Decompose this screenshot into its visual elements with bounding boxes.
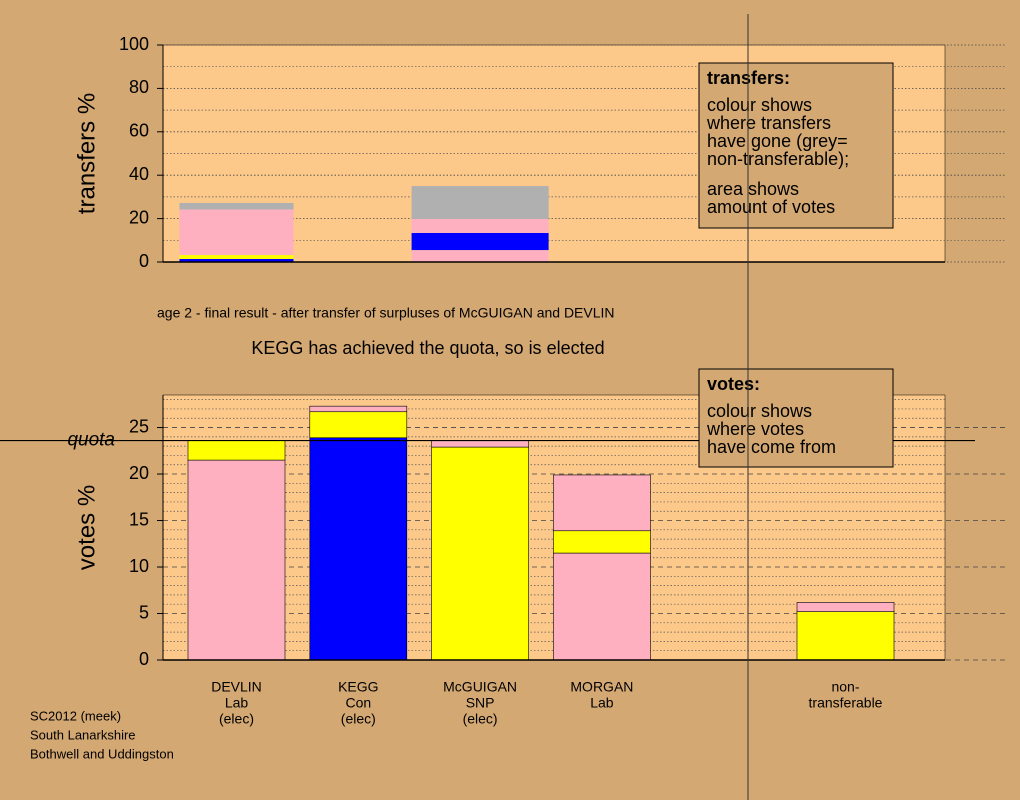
bar-segment xyxy=(553,474,651,532)
bar-segment xyxy=(309,411,408,439)
legend-box xyxy=(698,368,894,468)
legend-text: non-transferable); xyxy=(707,149,849,169)
bar-segment xyxy=(309,437,408,661)
y-tick-label: 60 xyxy=(129,121,149,141)
bar-segment xyxy=(309,405,408,413)
x-tick-label: Lab xyxy=(590,695,614,711)
y-tick-label: 15 xyxy=(129,509,149,529)
x-tick-label: transferable xyxy=(809,695,883,711)
bar-segment xyxy=(179,202,294,210)
bar-segment xyxy=(411,186,549,220)
x-tick-label: (elec) xyxy=(219,711,254,727)
bar-segment xyxy=(187,440,286,461)
x-tick-label: (elec) xyxy=(463,711,498,727)
bar-segment xyxy=(187,459,286,661)
bar-segment xyxy=(431,440,529,448)
legend-title: transfers: xyxy=(707,68,790,88)
x-tick-label: MORGAN xyxy=(570,679,633,695)
bar-segment xyxy=(796,602,895,612)
x-tick-label: Con xyxy=(345,695,371,711)
legend-text: colour shows xyxy=(707,95,812,115)
bar-segment xyxy=(411,232,549,251)
footer-line: SC2012 (meek) xyxy=(30,708,121,723)
x-tick-label: Lab xyxy=(225,695,249,711)
y-tick-label: 20 xyxy=(129,207,149,227)
bar-segment xyxy=(411,219,549,233)
stage-text: age 2 - final result - after transfer of… xyxy=(157,305,615,321)
y-tick-label: 0 xyxy=(139,649,149,669)
bar-segment xyxy=(411,250,549,262)
x-tick-label: non- xyxy=(831,679,859,695)
bar-segment xyxy=(179,209,294,256)
legend-title: votes: xyxy=(707,374,760,394)
legend-text: where votes xyxy=(706,419,804,439)
y-tick-label: 5 xyxy=(139,602,149,622)
y-axis-label: transfers % xyxy=(73,93,100,214)
legend-text: where transfers xyxy=(706,113,831,133)
y-tick-label: 25 xyxy=(129,416,149,436)
y-tick-label: 40 xyxy=(129,164,149,184)
x-tick-label: DEVLIN xyxy=(211,679,262,695)
y-axis-label: votes % xyxy=(73,485,100,570)
bar-segment xyxy=(796,611,895,661)
footer-line: South Lanarkshire xyxy=(30,727,136,742)
bar-segment xyxy=(431,446,529,661)
quota-label: quota xyxy=(67,430,115,451)
y-tick-label: 80 xyxy=(129,77,149,97)
legend-text: have gone (grey= xyxy=(707,131,848,151)
result-text: KEGG has achieved the quota, so is elect… xyxy=(251,338,604,358)
legend-text: amount of votes xyxy=(707,197,835,217)
legend-text: have come from xyxy=(707,437,836,457)
legend-text: colour shows xyxy=(707,401,812,421)
legend-text: area shows xyxy=(707,179,799,199)
y-tick-label: 20 xyxy=(129,463,149,483)
y-tick-label: 100 xyxy=(119,34,149,54)
x-tick-label: (elec) xyxy=(341,711,376,727)
x-tick-label: KEGG xyxy=(338,679,378,695)
bar-segment xyxy=(179,255,294,259)
bar-segment xyxy=(553,530,651,554)
footer-line: Bothwell and Uddingston xyxy=(30,746,174,761)
bar-segment xyxy=(179,258,294,262)
y-tick-label: 0 xyxy=(139,251,149,271)
bar-segment xyxy=(553,552,651,661)
x-tick-label: SNP xyxy=(466,695,495,711)
x-tick-label: McGUIGAN xyxy=(443,679,517,695)
legend-box xyxy=(698,62,894,229)
y-tick-label: 10 xyxy=(129,556,149,576)
